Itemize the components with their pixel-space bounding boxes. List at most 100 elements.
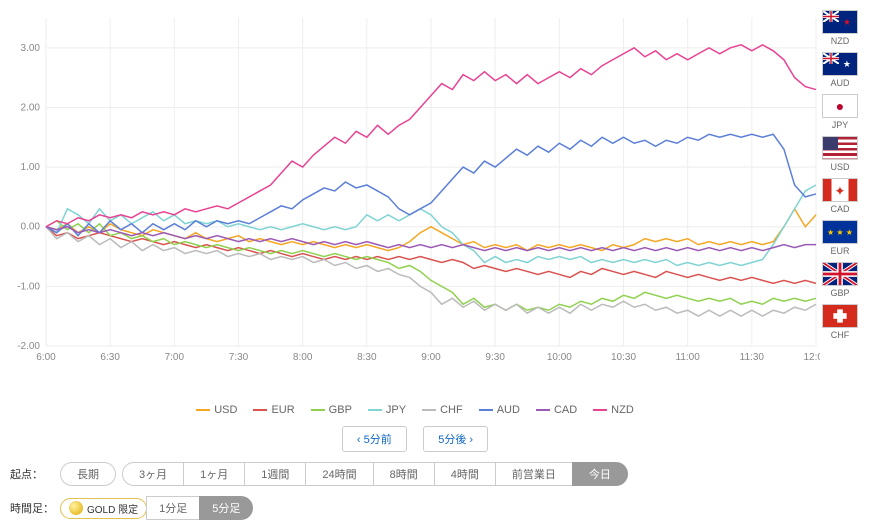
legend-item-eur[interactable]: EUR — [253, 404, 294, 416]
svg-text:12:00: 12:00 — [803, 352, 820, 363]
origin-pill-2[interactable]: 1ヶ月 — [183, 462, 245, 486]
legend-swatch — [368, 409, 382, 411]
legend-swatch — [253, 409, 267, 411]
svg-text:11:00: 11:00 — [676, 352, 701, 363]
legend-label: CHF — [440, 404, 463, 416]
currency-tile-usd[interactable]: USD — [820, 136, 860, 178]
svg-text:-1.00: -1.00 — [17, 281, 40, 292]
next-label: 5分後 — [438, 434, 466, 446]
currency-code-label: USD — [820, 162, 860, 172]
svg-text:-2.00: -2.00 — [17, 341, 40, 352]
flag-icon-usd — [822, 136, 858, 160]
svg-text:10:30: 10:30 — [611, 352, 636, 363]
timeframe-label: 時間足： — [10, 500, 60, 516]
flag-icon-chf — [822, 304, 858, 328]
origin-pill-0[interactable]: 長期 — [60, 462, 116, 486]
currency-tile-nzd[interactable]: ★ NZD — [820, 10, 860, 52]
legend-item-aud[interactable]: AUD — [479, 404, 520, 416]
svg-text:8:30: 8:30 — [357, 352, 377, 363]
origin-pill-1[interactable]: 3ヶ月 — [122, 462, 184, 486]
origin-pill-6[interactable]: 4時間 — [434, 462, 496, 486]
prev-label: 5分前 — [364, 434, 392, 446]
svg-text:7:00: 7:00 — [165, 352, 185, 363]
svg-text:6:30: 6:30 — [100, 352, 120, 363]
svg-text:9:30: 9:30 — [485, 352, 505, 363]
legend-swatch — [196, 409, 210, 411]
chevron-left-icon: ‹ — [357, 434, 364, 446]
currency-code-label: AUD — [820, 78, 860, 88]
legend-label: USD — [214, 404, 237, 416]
currency-code-label: CHF — [820, 330, 860, 340]
svg-text:6:00: 6:00 — [36, 352, 56, 363]
currency-code-label: EUR — [820, 246, 860, 256]
currency-tile-jpy[interactable]: ● JPY — [820, 94, 860, 136]
currency-tile-cad[interactable]: ✦ CAD — [820, 178, 860, 220]
origin-pill-5[interactable]: 8時間 — [373, 462, 435, 486]
svg-text:0.00: 0.00 — [21, 222, 41, 233]
flag-icon-cad: ✦ — [822, 178, 858, 202]
currency-code-label: CAD — [820, 204, 860, 214]
legend-label: AUD — [497, 404, 520, 416]
origin-pill-4[interactable]: 24時間 — [305, 462, 373, 486]
svg-text:8:00: 8:00 — [293, 352, 313, 363]
flag-icon-jpy: ● — [822, 94, 858, 118]
chart-area: -2.00 -1.00 0.00 1.00 2.00 3.00 6:00 6:30 7:00 7:… — [10, 10, 820, 390]
currency-tile-aud[interactable]: ★ AUD — [820, 52, 860, 94]
flag-icon-eur: ★ ★ ★ — [822, 220, 858, 244]
gold-text: GOLD 限定 — [87, 501, 138, 516]
svg-text:7:30: 7:30 — [229, 352, 249, 363]
legend-item-jpy[interactable]: JPY — [368, 404, 406, 416]
legend-label: NZD — [611, 404, 634, 416]
svg-text:2.00: 2.00 — [21, 102, 41, 113]
svg-text:9:00: 9:00 — [421, 352, 441, 363]
currency-code-label: GBP — [820, 288, 860, 298]
legend-swatch — [593, 409, 607, 411]
legend-swatch — [479, 409, 493, 411]
svg-text:1.00: 1.00 — [21, 162, 41, 173]
next-time-button[interactable]: 5分後 › — [423, 426, 488, 452]
legend-item-cad[interactable]: CAD — [536, 404, 577, 416]
legend-label: GBP — [329, 404, 352, 416]
legend-label: JPY — [386, 404, 406, 416]
legend-item-gbp[interactable]: GBP — [311, 404, 352, 416]
flag-icon-aud: ★ — [822, 52, 858, 76]
bottom-controls: USD EUR GBP JPY CHF AUD CAD NZD ‹ 5分前 5分後 › 起点：… — [10, 400, 820, 520]
gold-badge: GOLD 限定 — [60, 498, 147, 519]
currency-tile-eur[interactable]: ★ ★ ★ EUR — [820, 220, 860, 262]
legend-swatch — [536, 409, 550, 411]
legend-label: CAD — [554, 404, 577, 416]
legend-item-chf[interactable]: CHF — [422, 404, 463, 416]
origin-pill-3[interactable]: 1週間 — [244, 462, 306, 486]
legend-swatch — [311, 409, 325, 411]
prev-time-button[interactable]: ‹ 5分前 — [342, 426, 407, 452]
origin-pill-8[interactable]: 今日 — [572, 462, 628, 486]
legend-item-usd[interactable]: USD — [196, 404, 237, 416]
currency-code-label: NZD — [820, 36, 860, 46]
currency-code-label: JPY — [820, 120, 860, 130]
origin-label: 起点： — [10, 466, 60, 482]
currency-side-panel: ★ NZD ★ AUD ● JPY USD ✦ CAD ★ ★ ★ EUR GBP CHF — [820, 10, 864, 346]
flag-icon-gbp — [822, 262, 858, 286]
currency-tile-chf[interactable]: CHF — [820, 304, 860, 346]
chart-legend: USD EUR GBP JPY CHF AUD CAD NZD — [10, 402, 820, 416]
gold-icon — [69, 501, 83, 515]
timeframe-pill-group: 1分足5分足 — [147, 496, 253, 520]
line-chart: -2.00 -1.00 0.00 1.00 2.00 3.00 6:00 6:30 7:00 7:… — [10, 10, 820, 390]
svg-text:3.00: 3.00 — [21, 43, 41, 54]
timeframe-pill-0[interactable]: 1分足 — [146, 496, 200, 520]
origin-pill-7[interactable]: 前営業日 — [495, 462, 573, 486]
svg-text:✦: ✦ — [834, 184, 845, 199]
timeframe-pill-1[interactable]: 5分足 — [199, 496, 253, 520]
timeframe-row: 時間足： GOLD 限定 1分足5分足 — [10, 496, 820, 520]
chevron-right-icon: › — [466, 434, 473, 446]
svg-text:10:00: 10:00 — [547, 352, 572, 363]
legend-item-nzd[interactable]: NZD — [593, 404, 634, 416]
origin-row: 起点： 長期3ヶ月1ヶ月1週間24時間8時間4時間前営業日今日 — [10, 462, 820, 486]
flag-icon-nzd: ★ — [822, 10, 858, 34]
legend-swatch — [422, 409, 436, 411]
time-nav-row: ‹ 5分前 5分後 › — [10, 426, 820, 452]
origin-pill-group: 長期3ヶ月1ヶ月1週間24時間8時間4時間前営業日今日 — [60, 462, 628, 486]
app-container: -2.00 -1.00 0.00 1.00 2.00 3.00 6:00 6:30 7:00 7:… — [0, 0, 870, 510]
currency-tile-gbp[interactable]: GBP — [820, 262, 860, 304]
svg-text:11:30: 11:30 — [740, 352, 765, 363]
